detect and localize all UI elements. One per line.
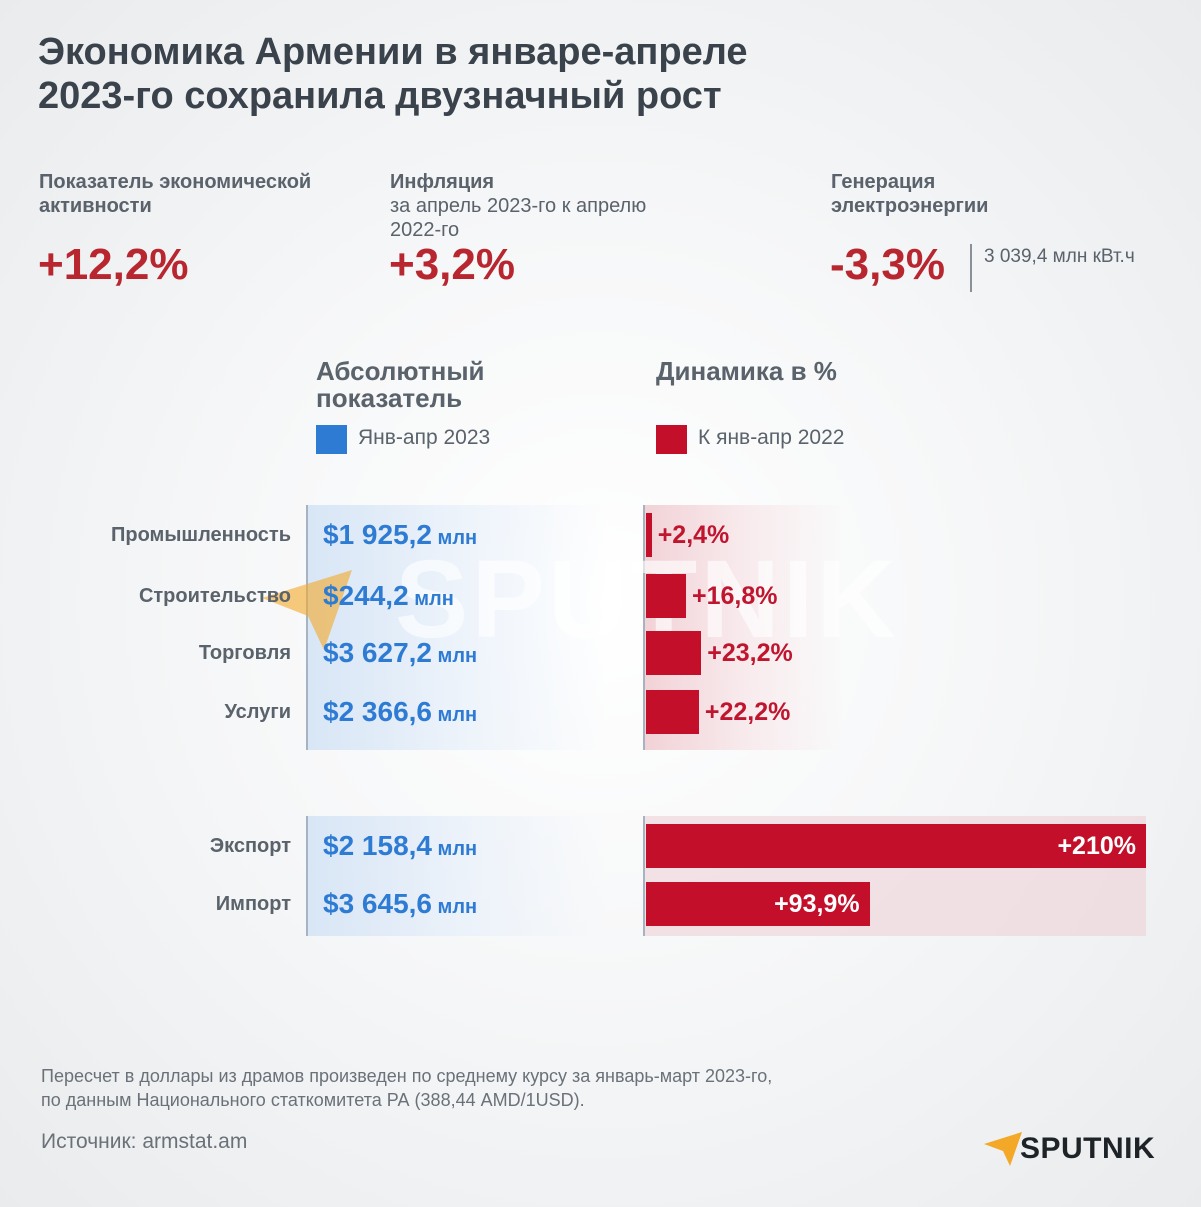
legend-dyn-label: К янв-апр 2022 bbox=[698, 426, 845, 449]
abs-value-unit: млн bbox=[432, 896, 478, 918]
brand: SPUTNIK bbox=[1020, 1132, 1156, 1165]
dyn-bar bbox=[646, 513, 652, 557]
category-label: Импорт bbox=[215, 893, 291, 915]
abs-column-header: Абсолютный показатель bbox=[316, 358, 485, 412]
abs-value-number: $2 158,4 bbox=[323, 830, 432, 861]
abs-value: $2 366,6 млн bbox=[323, 695, 477, 732]
page-title: Экономика Армении в январе-апреле 2023-г… bbox=[38, 30, 938, 118]
footnote-line-2: по данным Национального статкомитета РА … bbox=[41, 1090, 585, 1110]
abs-panel-sectors bbox=[306, 505, 606, 750]
dyn-bar bbox=[646, 574, 686, 618]
kpi-activity-value: +12,2% bbox=[38, 240, 189, 289]
sputnik-logo-icon bbox=[984, 1132, 1022, 1166]
category-label: Строительство bbox=[138, 585, 291, 607]
abs-value-number: $2 366,6 bbox=[323, 696, 432, 727]
abs-value: $2 158,4 млн bbox=[323, 829, 477, 866]
pct-label: +2,4% bbox=[657, 521, 730, 549]
legend-dyn-swatch bbox=[656, 425, 687, 454]
abs-value-unit: млн bbox=[432, 527, 478, 549]
dyn-bar bbox=[646, 631, 702, 675]
abs-value-unit: млн bbox=[432, 838, 478, 860]
abs-value-unit: млн bbox=[408, 588, 454, 610]
dyn-column-header: Динамика в % bbox=[656, 356, 837, 386]
kpi-inflation-value: +3,2% bbox=[389, 240, 515, 289]
footnote: Пересчет в доллары из драмов произведен … bbox=[41, 1064, 941, 1112]
kpi-inflation-sub-2: 2022-го bbox=[390, 219, 460, 241]
pct-label: +16,8% bbox=[692, 582, 778, 610]
dyn-bar bbox=[646, 882, 870, 926]
abs-value-unit: млн bbox=[432, 704, 478, 726]
kpi-activity: Показатель экономической активности bbox=[39, 170, 369, 218]
abs-value-number: $3 627,2 bbox=[323, 637, 432, 668]
category-label: Услуги bbox=[224, 701, 292, 723]
category-label: Торговля bbox=[198, 642, 291, 664]
abs-header-line-2: показатель bbox=[316, 383, 463, 413]
abs-value: $3 627,2 млн bbox=[323, 636, 477, 673]
title-line-1: Экономика Армении в январе-апреле bbox=[38, 31, 748, 73]
dyn-bar bbox=[646, 824, 1146, 868]
abs-value-number: $1 925,2 bbox=[323, 519, 432, 550]
watermark: SPUTNIK bbox=[395, 545, 899, 655]
kpi-inflation: Инфляция за апрель 2023-го к апрелю 2022… bbox=[390, 170, 720, 242]
source: Источник: armstat.am bbox=[41, 1130, 248, 1153]
pct-label: +23,2% bbox=[707, 639, 793, 667]
title-line-2: 2023-го сохранила двузначный рост bbox=[38, 75, 722, 117]
kpi-energy-label-1: Генерация bbox=[831, 171, 936, 193]
pct-label: +22,2% bbox=[704, 698, 791, 726]
pct-label: +210% bbox=[1057, 832, 1136, 860]
legend-abs-swatch bbox=[316, 425, 347, 454]
kpi-activity-label-1: Показатель экономической bbox=[39, 171, 312, 193]
abs-value: $3 645,6 млн bbox=[323, 887, 477, 924]
kpi-energy-note: 3 039,4 млн кВт.ч bbox=[984, 246, 1135, 267]
category-label: Промышленность bbox=[111, 524, 291, 546]
abs-value: $1 925,2 млн bbox=[323, 518, 477, 555]
abs-value-number: $244,2 bbox=[323, 580, 409, 611]
kpi-energy: Генерация электроэнергии bbox=[831, 170, 1161, 218]
abs-header-line-1: Абсолютный bbox=[316, 356, 485, 386]
kpi-energy-divider bbox=[970, 244, 972, 292]
abs-value-number: $3 645,6 bbox=[323, 888, 432, 919]
category-label: Экспорт bbox=[209, 835, 291, 857]
kpi-energy-label-2: электроэнергии bbox=[831, 195, 989, 217]
kpi-inflation-label: Инфляция bbox=[390, 171, 495, 193]
legend-abs-label: Янв-апр 2023 bbox=[358, 426, 491, 449]
kpi-energy-value: -3,3% bbox=[830, 240, 945, 289]
abs-value-unit: млн bbox=[432, 645, 478, 667]
kpi-activity-label-2: активности bbox=[39, 195, 152, 217]
pct-label: +93,9% bbox=[774, 890, 860, 918]
abs-value: $244,2 млн bbox=[323, 579, 454, 616]
watermark-logo-icon bbox=[262, 570, 352, 650]
kpi-inflation-sub-1: за апрель 2023-го к апрелю bbox=[390, 195, 647, 217]
abs-panel-trade bbox=[306, 816, 606, 936]
footnote-line-1: Пересчет в доллары из драмов произведен … bbox=[41, 1066, 773, 1086]
dyn-bar bbox=[646, 690, 699, 734]
